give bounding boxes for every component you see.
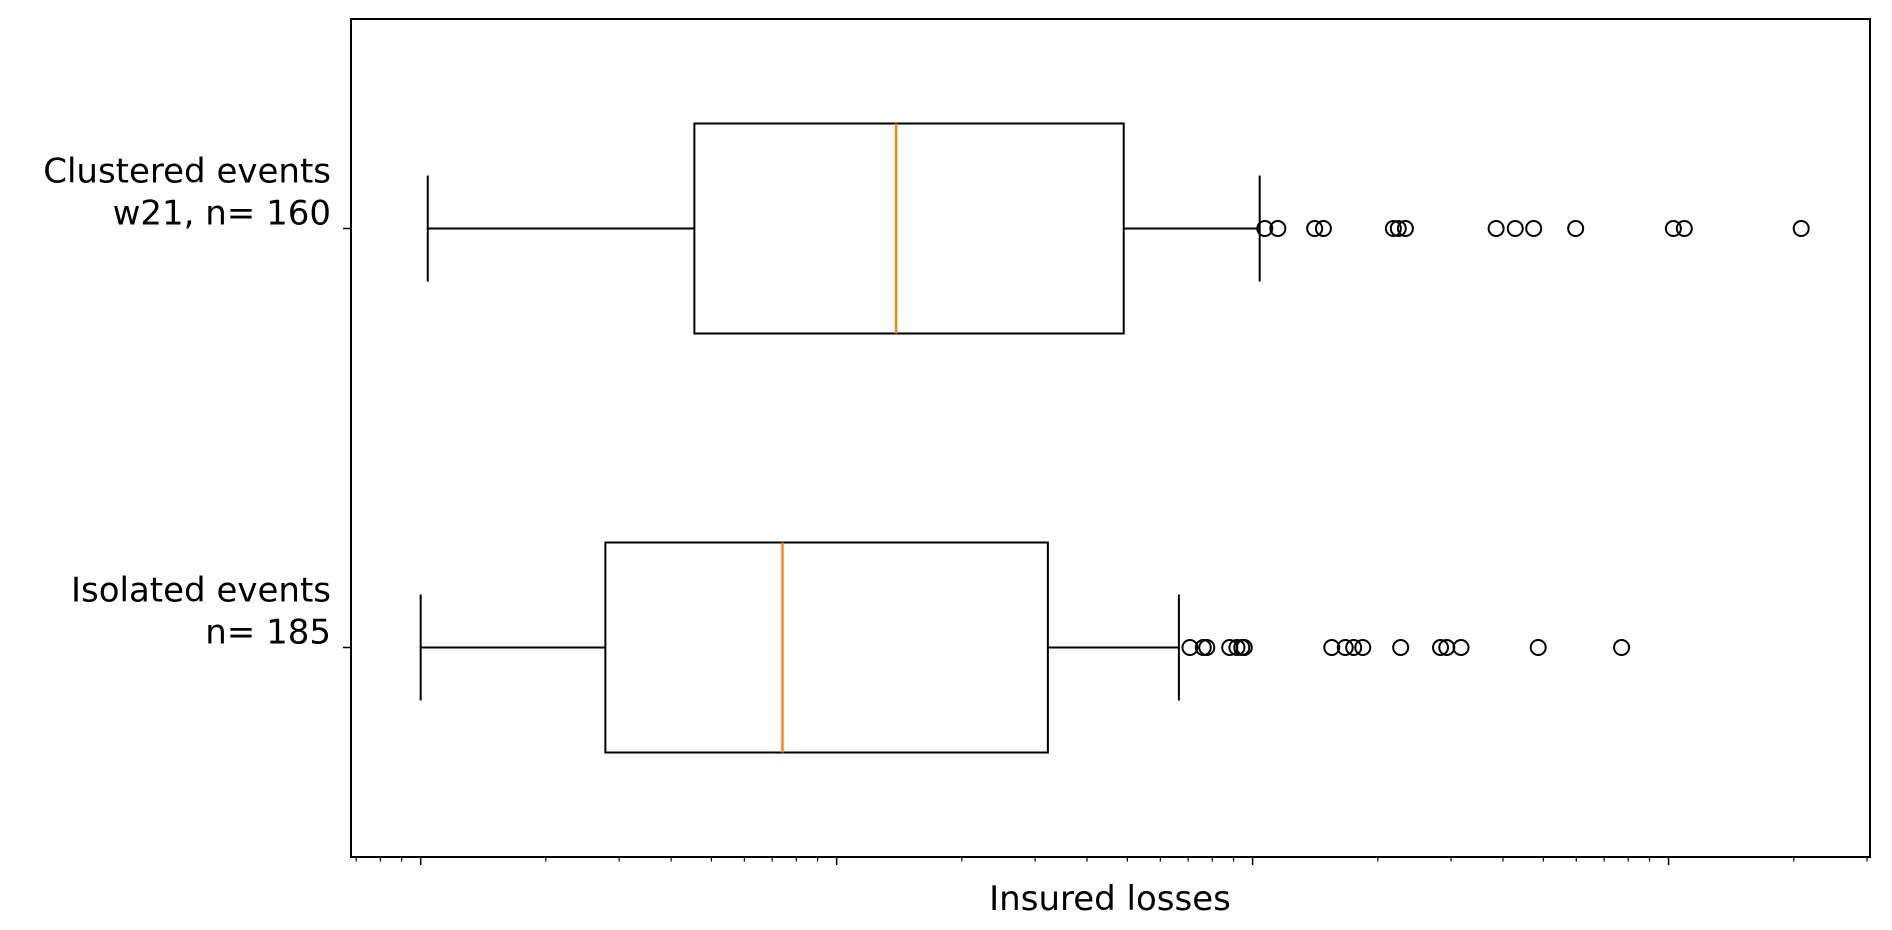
outlier — [1323, 639, 1341, 656]
outlier — [1389, 220, 1407, 237]
outlier — [1452, 639, 1470, 656]
outlier — [1613, 639, 1631, 656]
y-tick-label: n= 185 — [205, 613, 331, 653]
outlier — [1354, 639, 1372, 656]
outlier — [1664, 220, 1682, 237]
y-tick-label: Isolated events — [71, 571, 331, 611]
outlier — [1269, 220, 1287, 237]
outlier — [1198, 639, 1216, 656]
outlier — [1336, 639, 1354, 656]
outlier — [1181, 639, 1199, 656]
plot-frame — [350, 18, 1871, 858]
outlier — [1525, 220, 1543, 237]
outlier — [1506, 220, 1524, 237]
y-tick-label: Clustered events — [43, 152, 331, 192]
outlier — [1345, 639, 1363, 656]
outlier — [1306, 220, 1324, 237]
x-axis-label: Insured losses — [989, 879, 1231, 919]
outlier — [1314, 220, 1332, 237]
outlier — [1228, 639, 1246, 656]
box — [693, 122, 1125, 335]
outlier — [1432, 639, 1450, 656]
outlier — [1235, 639, 1253, 656]
outlier — [1487, 220, 1505, 237]
box — [604, 541, 1049, 754]
outlier — [1792, 220, 1810, 237]
outlier — [1392, 639, 1410, 656]
outlier — [1675, 220, 1693, 237]
outlier — [1256, 220, 1274, 237]
outlier — [1567, 220, 1585, 237]
outlier — [1396, 220, 1414, 237]
outlier — [1384, 220, 1402, 237]
y-tick-label: w21, n= 160 — [113, 194, 331, 234]
outlier — [1529, 639, 1547, 656]
